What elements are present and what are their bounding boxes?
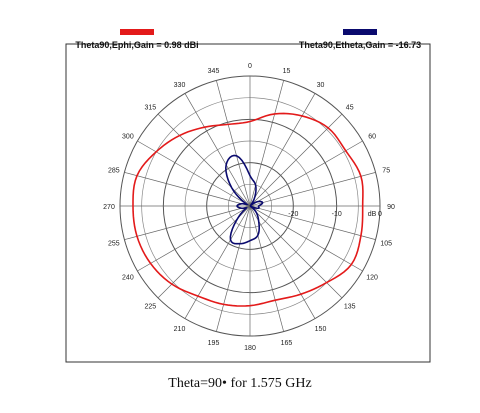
grid-spoke [216,80,251,207]
legend-label-ephi: Theta90,Ephi,Gain = 0.98 dBi [75,40,198,50]
angle-tick-label: 330 [174,82,186,89]
angle-tick-label: 300 [122,134,134,141]
angle-tick-label: 315 [144,104,156,111]
angle-tick-label: 105 [380,240,392,247]
legend: Theta90,Ephi,Gain = 0.98 dBi Theta90,Eth… [75,29,421,50]
grid-spoke [216,205,251,332]
figure-caption: Theta=90• for 1.575 GHz [168,376,312,391]
grid-spoke [249,93,316,207]
series-ephi-curve [132,112,364,307]
angle-tick-label: 195 [208,340,220,347]
grid-spoke [249,205,363,272]
angle-tick-labels: 0 15 30 45 60 75 90 105 120 135 150 165 180 195 210 225… [103,63,395,352]
angle-tick-label: 15 [283,68,291,75]
radial-tick-labels: -20 -10 0dB [288,211,382,218]
angle-tick-label: 30 [317,82,325,89]
angle-tick-label: 75 [382,168,390,175]
legend-swatch-ephi [120,29,154,35]
angle-tick-label: 270 [103,204,115,211]
angle-tick-label: 225 [144,304,156,311]
grid-spoke [157,205,251,299]
grid-spoke [249,205,316,319]
angle-tick-label: 135 [344,304,356,311]
legend-label-etheta: Theta90,Etheta,Gain = -16.73 [299,40,421,50]
angle-tick-label: 180 [244,345,256,352]
angle-tick-label: 120 [366,275,378,282]
angle-tick-label: 45 [346,104,354,111]
grid-spoke [249,172,376,207]
angle-tick-label: 240 [122,275,134,282]
angle-tick-label: 165 [281,340,293,347]
angle-tick-label: 210 [174,326,186,333]
plot-frame [65,43,431,363]
grid-spoke [124,172,251,207]
radial-tick-label: 0 [378,211,382,218]
angle-tick-label: 0 [248,63,252,70]
polar-grid [119,75,381,337]
series-etheta-curve [224,154,264,245]
radial-unit-label: dB [368,211,377,218]
grid-spoke [249,140,363,207]
angle-tick-label: 345 [208,68,220,75]
pattern-curves [132,112,364,307]
grid-spoke [184,205,251,319]
angle-tick-label: 255 [108,240,120,247]
grid-spoke [137,140,251,207]
angle-tick-label: 150 [315,326,327,333]
angle-tick-label: 90 [387,204,395,211]
legend-swatch-etheta [343,29,377,35]
grid-spoke [249,205,284,332]
radial-tick-label: -20 [288,211,298,218]
radial-tick-label: -10 [332,211,342,218]
angle-tick-label: 60 [368,134,376,141]
grid-spoke [249,113,343,207]
grid-spoke [249,205,343,299]
grid-spoke [249,205,376,240]
grid-spoke [184,93,251,207]
grid-spoke [137,205,251,272]
grid-spoke [124,205,251,240]
grid-spoke [157,113,251,207]
angle-tick-label: 285 [108,168,120,175]
